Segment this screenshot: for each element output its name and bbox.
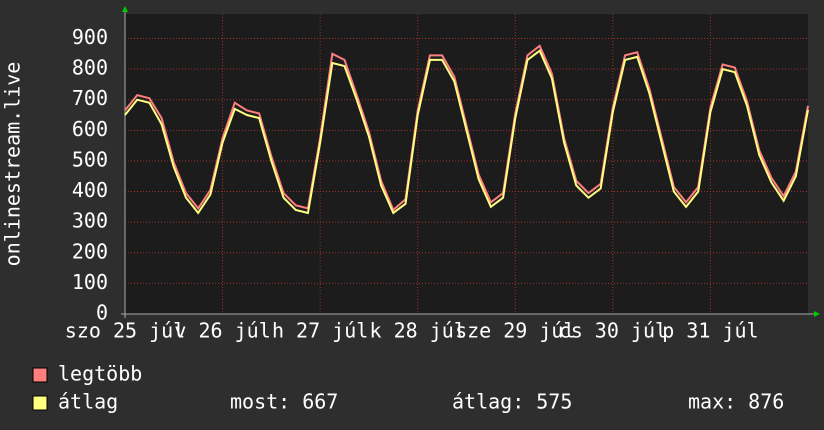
stat-value: 575: [536, 390, 572, 414]
x-tick-label: h 27 júl: [272, 319, 368, 343]
legend-label: átlag: [58, 390, 118, 414]
series-line: [124, 44, 809, 212]
y-tick-label: 0: [96, 301, 108, 325]
x-tick-label: v 26 júl: [174, 319, 270, 343]
legend-label: legtöbb: [58, 362, 142, 386]
x-tick-label: p 31 júl: [662, 319, 758, 343]
legend-swatch: [32, 395, 48, 411]
x-tick-label: sze 29 júl: [455, 319, 575, 343]
stat-value: 667: [302, 390, 338, 414]
y-axis-label: onlinestream.live: [1, 62, 25, 267]
y-tick-label: 400: [72, 178, 108, 202]
y-tick-label: 300: [72, 209, 108, 233]
plot-area: [125, 14, 808, 314]
y-tick-label: 900: [72, 25, 108, 49]
y-tick-label: 200: [72, 239, 108, 263]
legend-swatch: [32, 367, 48, 383]
stat-label: átlag:: [452, 390, 524, 414]
y-tick-label: 100: [72, 270, 108, 294]
y-tick-label: 700: [72, 86, 108, 110]
y-tick-label: 800: [72, 56, 108, 80]
series-line: [124, 49, 809, 215]
stat-label: most:: [230, 390, 290, 414]
x-tick-label: cs 30 júl: [559, 319, 667, 343]
y-tick-label: 500: [72, 147, 108, 171]
y-tick-label: 600: [72, 117, 108, 141]
axis-arrow: [122, 6, 128, 12]
axis-arrow: [814, 311, 820, 317]
stat-label: max:: [688, 390, 736, 414]
stat-value: 876: [748, 390, 784, 414]
x-tick-label: k 28 júl: [370, 319, 466, 343]
x-tick-label: szo 25 júl: [65, 319, 185, 343]
